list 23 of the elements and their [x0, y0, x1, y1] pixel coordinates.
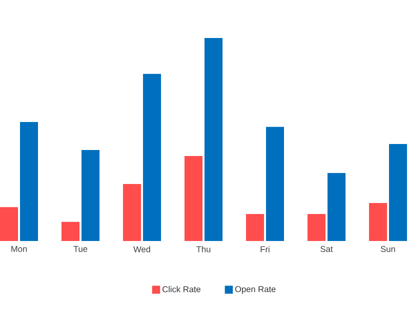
bar: [143, 74, 162, 241]
legend-label: Click Rate: [162, 286, 200, 292]
bar: [246, 214, 264, 241]
bar: [62, 222, 80, 241]
bar: [266, 126, 284, 241]
x-tick-label: Tue: [74, 246, 88, 252]
bar: [308, 214, 326, 241]
bar: [82, 150, 100, 241]
bar: [328, 172, 346, 241]
bar: [204, 38, 223, 241]
bar: [123, 184, 142, 241]
bar: [184, 156, 203, 241]
bar: [389, 144, 408, 241]
x-tick-label: Mon: [11, 246, 27, 252]
x-tick-label: Wed: [133, 246, 150, 252]
x-tick-label: Thu: [196, 246, 210, 252]
legend-label: Open Rate: [235, 286, 276, 294]
x-tick-label: Sun: [380, 246, 396, 252]
x-tick-label: Sat: [320, 246, 333, 252]
bar: [369, 203, 388, 241]
bar: [0, 207, 18, 241]
x-tick-label: Fri: [260, 246, 270, 252]
bar: [20, 122, 38, 241]
